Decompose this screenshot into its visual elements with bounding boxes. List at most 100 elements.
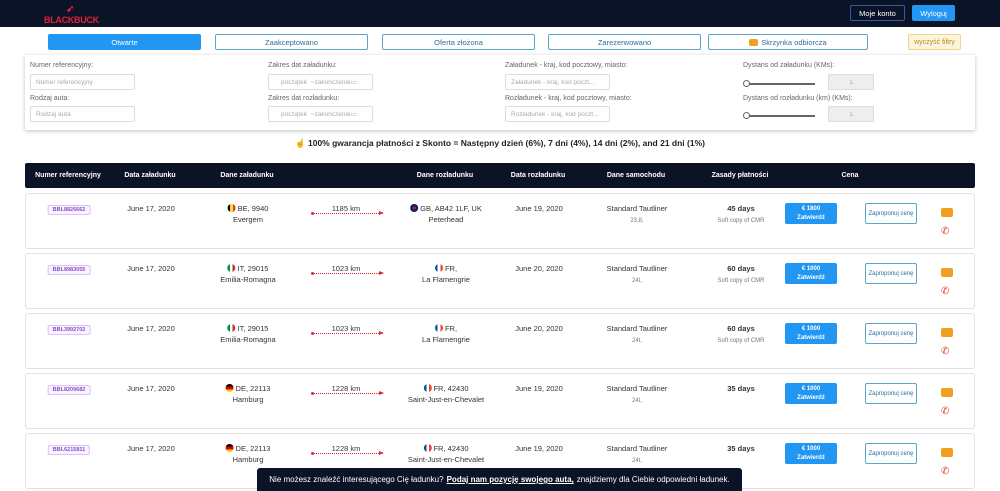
unload-date: June 19, 2020 bbox=[515, 444, 563, 453]
hand-icon: ☝ bbox=[295, 138, 306, 148]
chat-icon[interactable] bbox=[941, 388, 953, 397]
route-arrow-icon bbox=[311, 451, 384, 455]
reference-badge[interactable]: BBL6215811 bbox=[47, 445, 91, 455]
clear-filters-button[interactable]: wyczyść filtry bbox=[908, 34, 961, 50]
load-details: DE, 22113 Hamburg bbox=[225, 443, 270, 465]
ref-input[interactable]: Numer referencyjny bbox=[30, 74, 135, 90]
phone-icon[interactable]: ✆ bbox=[941, 406, 950, 417]
antelope-icon: ➶ bbox=[66, 4, 75, 15]
load-details: DE, 22113 Hamburg bbox=[225, 383, 270, 405]
payment-days: 60 days bbox=[727, 324, 755, 333]
tab-accepted[interactable]: Zaakceptowano bbox=[215, 34, 368, 50]
chat-icon[interactable] bbox=[941, 448, 953, 457]
phone-icon[interactable]: ✆ bbox=[941, 286, 950, 297]
tab-open[interactable]: Otwarte bbox=[48, 34, 201, 50]
load-city: Emilia-Romagna bbox=[220, 335, 276, 344]
accept-price-button[interactable]: € 1000 Zatwierdź bbox=[785, 263, 837, 284]
tab-inbox-label: Skrzynka odbiorcza bbox=[761, 37, 827, 47]
unload-distance-slider[interactable] bbox=[743, 112, 815, 119]
unload-location: GB, AB42 1LF, UK bbox=[420, 204, 482, 213]
load-date-range[interactable]: początek ~zakończenie ▭ bbox=[268, 74, 373, 90]
top-header: ➶ BLACKBUCK Moje konto Wyloguj bbox=[0, 0, 1000, 27]
tab-reserved[interactable]: Zarezerwowano bbox=[548, 34, 701, 50]
chat-icon[interactable] bbox=[941, 328, 953, 337]
flag-icon bbox=[434, 324, 443, 332]
reference-badge[interactable]: BBL3992702 bbox=[47, 325, 91, 335]
unload-details: FR, La Flamengrie bbox=[422, 263, 470, 285]
price: € 1000 bbox=[801, 386, 821, 392]
table-header: Numer referencyjny Data załadunku Dane zał… bbox=[25, 163, 975, 188]
reference-badge[interactable]: BBL8826662 bbox=[47, 205, 91, 215]
flag-icon bbox=[423, 444, 432, 452]
vehicle-details: Standard Tautliner 24t, bbox=[607, 383, 668, 407]
vehicle-details: Standard Tautliner 24t, bbox=[607, 263, 668, 287]
phone-icon[interactable]: ✆ bbox=[941, 346, 950, 357]
confirm-label: Zatwierdź bbox=[797, 395, 825, 401]
chat-icon[interactable] bbox=[941, 208, 953, 217]
slider-handle[interactable] bbox=[743, 112, 750, 119]
flag-icon bbox=[225, 384, 234, 392]
reference-badge[interactable]: BBL8983055 bbox=[47, 265, 91, 275]
calendar-icon: ▭ bbox=[350, 111, 357, 118]
flag-icon bbox=[410, 204, 419, 212]
vehicle-type: Standard Tautliner bbox=[606, 384, 668, 393]
logout-button[interactable]: Wyloguj bbox=[912, 5, 955, 21]
inbox-icon bbox=[749, 38, 759, 46]
table-row[interactable]: BBL8209682 June 17, 2020 DE, 22113 Hambur… bbox=[25, 373, 975, 429]
unload-date: June 20, 2020 bbox=[515, 324, 563, 333]
accept-price-button[interactable]: € 1000 Zatwierdź bbox=[785, 383, 837, 404]
load-city: Emilia-Romagna bbox=[220, 275, 276, 284]
propose-price-button[interactable]: Zaproponuj cenę bbox=[865, 443, 917, 464]
load-distance-value[interactable]: 1 bbox=[828, 74, 874, 90]
accept-price-button[interactable]: € 1800 Zatwierdź bbox=[785, 203, 837, 224]
my-account-button[interactable]: Moje konto bbox=[850, 5, 905, 21]
unload-place-input[interactable]: Rozładunek - kraj, kod poczt... bbox=[505, 106, 610, 122]
vehicle-capacity: 24t, bbox=[631, 338, 642, 344]
unload-distance-value[interactable]: 1 bbox=[828, 106, 874, 122]
table-row[interactable]: BBL8826662 June 17, 2020 BE, 9940 Evergem… bbox=[25, 193, 975, 249]
load-date: June 17, 2020 bbox=[127, 204, 175, 213]
price: € 1000 bbox=[801, 326, 821, 332]
load-date: June 17, 2020 bbox=[127, 384, 175, 393]
propose-price-button[interactable]: Zaproponuj cenę bbox=[865, 203, 917, 224]
load-details: IT, 29015 Emilia-Romagna bbox=[220, 323, 276, 345]
load-date: June 17, 2020 bbox=[127, 264, 175, 273]
flag-icon bbox=[225, 444, 234, 452]
load-details: IT, 29015 Emilia-Romagna bbox=[220, 263, 276, 285]
payment-note: Soft copy of CMR bbox=[717, 338, 765, 344]
propose-price-button[interactable]: Zaproponuj cenę bbox=[865, 383, 917, 404]
propose-price-button[interactable]: Zaproponuj cenę bbox=[865, 323, 917, 344]
logo-text: BLACKBUCK bbox=[44, 15, 99, 25]
table-row[interactable]: BBL3992702 June 17, 2020 IT, 29015 Emilia… bbox=[25, 313, 975, 369]
reference-badge[interactable]: BBL8209682 bbox=[47, 385, 91, 395]
tab-offer-submitted[interactable]: Oferta złożona bbox=[382, 34, 535, 50]
calendar-icon: ▭ bbox=[350, 79, 357, 86]
accept-price-button[interactable]: € 1000 Zatwierdź bbox=[785, 443, 837, 464]
payment-terms: 35 days bbox=[727, 443, 755, 454]
accept-price-button[interactable]: € 1000 Zatwierdź bbox=[785, 323, 837, 344]
chat-icon[interactable] bbox=[941, 268, 953, 277]
route-arrow-icon bbox=[311, 211, 384, 215]
unload-date: June 20, 2020 bbox=[515, 264, 563, 273]
payment-guarantee: ☝ 100% gwarancja płatności z Skonto = Na… bbox=[0, 138, 1000, 149]
phone-icon[interactable]: ✆ bbox=[941, 226, 950, 237]
vehicle-input[interactable]: Rodzaj auta bbox=[30, 106, 135, 122]
payment-terms: 60 days Soft copy of CMR bbox=[717, 263, 764, 287]
propose-price-button[interactable]: Zaproponuj cenę bbox=[865, 263, 917, 284]
blackbuck-logo[interactable]: ➶ BLACKBUCK bbox=[44, 4, 108, 25]
phone-icon[interactable]: ✆ bbox=[941, 466, 950, 477]
table-row[interactable]: BBL8983055 June 17, 2020 IT, 29015 Emilia… bbox=[25, 253, 975, 309]
unload-date-range[interactable]: początek ~zakończenie ▭ bbox=[268, 106, 373, 122]
banner-link[interactable]: Podaj nam pozycję swojego auta, bbox=[446, 475, 574, 484]
column-header: Zasady płatności bbox=[711, 172, 769, 179]
unload-date: June 19, 2020 bbox=[515, 204, 563, 213]
slider-handle[interactable] bbox=[743, 80, 750, 87]
flag-icon bbox=[227, 204, 236, 212]
load-distance-slider[interactable] bbox=[743, 80, 815, 87]
load-city: Evergem bbox=[232, 215, 264, 224]
load-place-input[interactable]: Załadunek - kraj, kod poczt... bbox=[505, 74, 610, 90]
load-place-label: Załadunek - kraj, kod pocztowy, miasto: bbox=[505, 62, 628, 69]
vehicle-type: Standard Tautliner bbox=[606, 324, 668, 333]
tab-inbox[interactable]: Skrzynka odbiorcza bbox=[708, 34, 868, 50]
payment-terms: 60 days Soft copy of CMR bbox=[717, 323, 764, 347]
